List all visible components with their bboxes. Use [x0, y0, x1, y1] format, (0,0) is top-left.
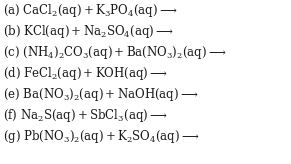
Text: (a) $\mathregular{CaCl_2(aq) + K_3PO_4(aq) \longrightarrow}$: (a) $\mathregular{CaCl_2(aq) + K_3PO_4(a… [3, 2, 178, 19]
Text: (g) $\mathregular{Pb(NO_3)_2(aq) + K_2SO_4(aq) \longrightarrow}$: (g) $\mathregular{Pb(NO_3)_2(aq) + K_2SO… [3, 128, 200, 145]
Text: (b) $\mathregular{KCl(aq) + Na_2SO_4(aq) \longrightarrow}$: (b) $\mathregular{KCl(aq) + Na_2SO_4(aq)… [3, 23, 174, 40]
Text: (f) $\mathregular{Na_2S(aq) + SbCl_3(aq) \longrightarrow}$: (f) $\mathregular{Na_2S(aq) + SbCl_3(aq)… [3, 107, 168, 124]
Text: (e) $\mathregular{Ba(NO_3)_2(aq) + NaOH(aq) \longrightarrow}$: (e) $\mathregular{Ba(NO_3)_2(aq) + NaOH(… [3, 86, 198, 103]
Text: (d) $\mathregular{FeCl_2(aq) + KOH(aq) \longrightarrow}$: (d) $\mathregular{FeCl_2(aq) + KOH(aq) \… [3, 65, 168, 82]
Text: (c) $\mathregular{(NH_4)_2CO_3(aq) + Ba(NO_3)_2(aq) \longrightarrow}$: (c) $\mathregular{(NH_4)_2CO_3(aq) + Ba(… [3, 44, 226, 61]
